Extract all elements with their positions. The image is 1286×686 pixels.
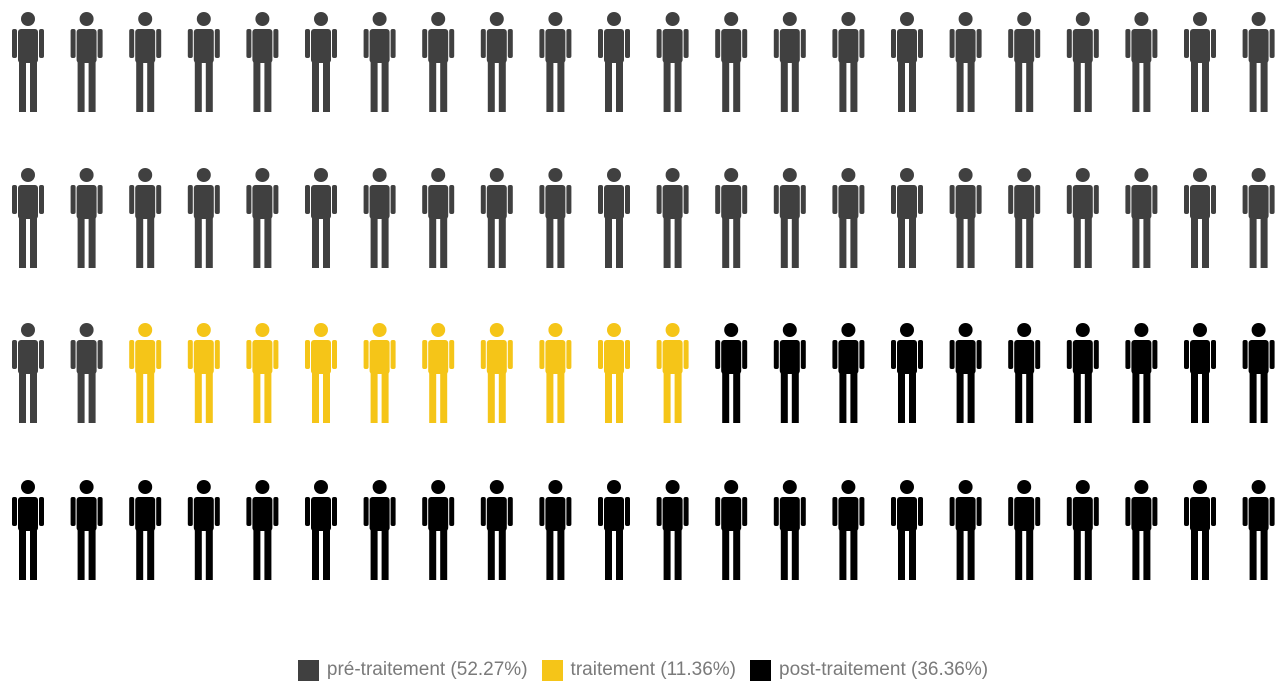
legend-label-pre-traitement: pré-traitement (52.27%)	[326, 659, 528, 680]
person-icon	[656, 323, 689, 423]
person-icon	[1066, 480, 1099, 580]
person-icon	[891, 168, 923, 268]
person-icon	[422, 12, 455, 112]
person-icon	[1125, 168, 1158, 268]
person-icon	[363, 168, 396, 268]
person-icon	[773, 12, 806, 112]
person-icon	[70, 323, 103, 423]
person-icon	[891, 480, 923, 580]
person-icon	[129, 168, 162, 268]
person-icon	[363, 12, 396, 112]
legend-item-pre-traitement[interactable]: pré-traitement (52.27%)	[297, 659, 528, 681]
person-icon	[129, 323, 162, 423]
legend-item-post-traitement[interactable]: post-traitement (36.36%)	[750, 659, 988, 681]
person-icon	[598, 12, 630, 112]
person-icon	[949, 168, 982, 268]
person-icon	[70, 480, 103, 580]
person-icon	[246, 323, 279, 423]
person-icon	[949, 12, 982, 112]
person-icon	[187, 480, 220, 580]
person-icon	[891, 12, 923, 112]
person-icon	[129, 480, 162, 580]
person-icon	[305, 480, 337, 580]
person-icon	[891, 323, 923, 423]
person-icon	[1066, 168, 1099, 268]
person-icon	[187, 12, 220, 112]
person-icon	[12, 12, 44, 112]
person-icon	[422, 168, 455, 268]
person-icon	[1066, 12, 1099, 112]
person-icon	[539, 323, 572, 423]
person-icon	[1008, 168, 1041, 268]
person-icon	[656, 480, 689, 580]
person-icon	[70, 12, 103, 112]
person-icon	[1184, 168, 1216, 268]
person-icon	[12, 480, 44, 580]
person-icon	[363, 323, 396, 423]
person-icon	[1125, 12, 1158, 112]
person-icon	[1242, 12, 1275, 112]
person-icon	[539, 12, 572, 112]
person-icon	[773, 480, 806, 580]
person-icon	[832, 168, 865, 268]
person-icon	[773, 323, 806, 423]
person-icon	[1184, 323, 1216, 423]
person-icon	[1242, 480, 1275, 580]
person-icon	[363, 480, 396, 580]
person-icon	[187, 323, 220, 423]
legend-swatch-pre-traitement	[297, 659, 319, 681]
person-icon	[187, 168, 220, 268]
person-icon	[1125, 480, 1158, 580]
person-icon	[598, 480, 630, 580]
person-icon	[12, 168, 44, 268]
person-icon	[1184, 480, 1216, 580]
person-icon	[246, 168, 279, 268]
person-icon	[1125, 323, 1158, 423]
legend-label-post-traitement: post-traitement (36.36%)	[779, 659, 989, 680]
person-icon	[305, 168, 337, 268]
person-icon	[1008, 12, 1041, 112]
person-icon	[832, 12, 865, 112]
person-icon	[480, 480, 513, 580]
person-icon	[246, 480, 279, 580]
person-icon	[715, 12, 748, 112]
person-icon	[949, 480, 982, 580]
legend-item-traitement[interactable]: traitement (11.36%)	[541, 659, 736, 681]
person-icon	[715, 323, 748, 423]
person-icon	[656, 168, 689, 268]
pictogram-chart	[12, 12, 1275, 580]
person-icon	[598, 168, 630, 268]
person-icon	[305, 12, 337, 112]
person-icon	[832, 323, 865, 423]
person-icon	[480, 12, 513, 112]
legend-swatch-post-traitement	[750, 659, 771, 681]
person-icon	[773, 168, 806, 268]
person-icon	[1242, 168, 1275, 268]
person-icon	[949, 323, 982, 423]
person-icon	[1008, 480, 1041, 580]
person-icon	[656, 12, 689, 112]
person-icon	[480, 168, 513, 268]
person-icon	[480, 323, 513, 423]
person-icon	[539, 480, 572, 580]
person-icon	[715, 168, 748, 268]
person-icon	[422, 323, 455, 423]
person-icon	[715, 480, 748, 580]
person-icon	[1184, 12, 1216, 112]
legend-swatch-traitement	[541, 659, 563, 681]
person-icon	[598, 323, 630, 423]
person-icon	[539, 168, 572, 268]
person-icon	[12, 323, 44, 423]
person-icon	[305, 323, 337, 423]
person-icon	[422, 480, 455, 580]
person-icon	[129, 12, 162, 112]
person-icon	[1066, 323, 1099, 423]
person-icon	[70, 168, 103, 268]
person-icon	[832, 480, 865, 580]
person-icon	[1008, 323, 1041, 423]
person-icon	[246, 12, 279, 112]
person-icon	[1242, 323, 1275, 423]
legend-label-traitement: traitement (11.36%)	[570, 659, 736, 680]
legend: pré-traitement (52.27%) traitement (11.3…	[0, 656, 1286, 684]
